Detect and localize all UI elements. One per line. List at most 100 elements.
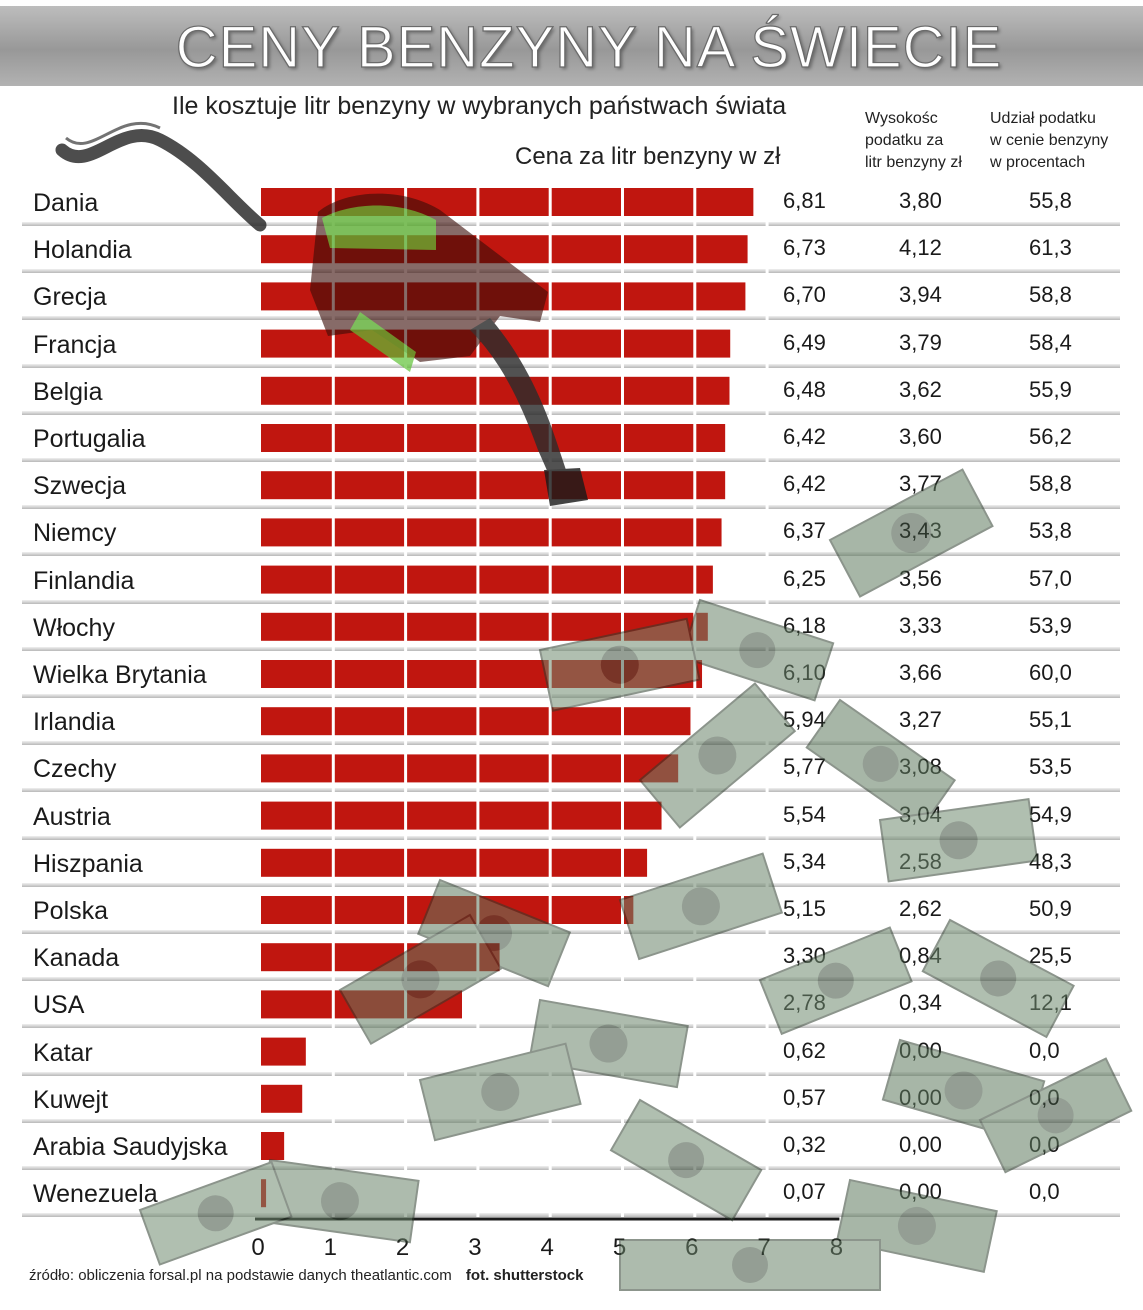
country-label: USA (33, 991, 85, 1020)
row-divider (22, 741, 1120, 746)
country-label: Austria (33, 802, 111, 831)
price-value: 0,32 (780, 1132, 829, 1158)
bar-czechy (261, 754, 679, 783)
tax-share-value: 50,9 (1026, 896, 1075, 922)
bar-dania (261, 188, 754, 216)
country-label: Grecja (33, 283, 107, 312)
row-divider (22, 1213, 1120, 1218)
price-value: 5,34 (780, 848, 829, 875)
x-tick-label: 2 (396, 1234, 409, 1261)
price-value: 5,15 (780, 896, 829, 922)
tax-share-value: 57,0 (1026, 565, 1075, 592)
axis-title: Cena za litr benzyny w zł (515, 143, 781, 170)
country-label: Finlandia (33, 566, 135, 595)
row-divider (22, 835, 1120, 840)
x-tick-label: 8 (830, 1234, 843, 1261)
tax-share-value: 55,8 (1026, 188, 1075, 214)
row-divider (22, 269, 1120, 274)
country-label: Włochy (33, 613, 115, 642)
tax-share-value: 0,0 (1026, 1179, 1063, 1206)
country-label: Hiszpania (33, 849, 143, 878)
tax-column-header: Wysokośc podatku za litr benzyny zł (865, 110, 962, 171)
tax-share-value: 55,9 (1026, 376, 1075, 403)
price-value: 6,25 (780, 565, 829, 592)
source-text: źródło: obliczenia forsal.pl na podstawi… (29, 1267, 452, 1284)
tax-value: 4,12 (896, 235, 945, 262)
tax-value: 3,33 (896, 612, 945, 639)
price-value: 6,70 (780, 282, 829, 309)
price-value: 0,57 (780, 1084, 829, 1111)
chart-subtitle: Ile kosztuje litr benzyny w wybranych pa… (172, 92, 787, 120)
tax-share-value: 53,9 (1026, 612, 1075, 639)
tax-share-value: 58,4 (1026, 329, 1075, 356)
row-divider (22, 1166, 1120, 1170)
price-value: 6,49 (780, 329, 829, 356)
tax-share-value: 61,3 (1026, 235, 1075, 262)
bar-katar (261, 1037, 306, 1066)
tax-share-value: 60,0 (1026, 660, 1075, 686)
tax-value: 3,60 (896, 424, 945, 450)
bar-finlandia (261, 565, 713, 594)
bar-francja (261, 329, 731, 358)
table-row: Portugalia 6,42 3,60 56,2 (22, 415, 1120, 462)
country-label: Kanada (33, 944, 120, 973)
source-note: źródło: obliczenia forsal.pl na podstawi… (29, 1267, 583, 1284)
x-tick-label: 4 (541, 1234, 554, 1261)
country-label: Szwecja (33, 472, 127, 501)
title-band (0, 6, 1143, 86)
bar-szwecja (261, 471, 726, 500)
x-tick-label: 7 (757, 1234, 770, 1261)
tax-value: 2,62 (896, 896, 945, 922)
bar-hiszpania (261, 848, 648, 877)
bar-polska (261, 896, 634, 924)
price-value: 6,37 (780, 518, 829, 545)
page-title: CENY BENZYNY NA ŚWIECIE (175, 14, 1003, 80)
bar-niemcy (261, 518, 722, 547)
bar-belgia (261, 376, 730, 405)
bar-wielka-brytania (261, 660, 703, 688)
price-value: 6,48 (780, 376, 829, 403)
tax-share-value: 55,1 (1026, 707, 1075, 734)
country-label: Portugalia (33, 425, 146, 453)
tax-value: 3,66 (896, 660, 945, 686)
tax-share-value: 58,8 (1026, 471, 1075, 498)
tax-share-value: 58,8 (1026, 282, 1075, 309)
tax-share-value: 53,8 (1026, 518, 1075, 545)
x-tick-label: 0 (251, 1234, 264, 1261)
x-tick-label: 3 (468, 1234, 481, 1261)
x-tick-label: 5 (613, 1234, 626, 1261)
country-label: Wenezuela (33, 1180, 158, 1209)
table-row: Holandia 6,73 4,12 61,3 (22, 226, 1120, 274)
bar-kanada (261, 943, 500, 972)
country-label: Katar (33, 1038, 93, 1067)
bar-włochy (261, 612, 708, 641)
country-label: Kuwejt (33, 1085, 109, 1114)
price-value: 6,73 (780, 235, 829, 262)
bar-portugalia (261, 424, 726, 452)
price-value: 0,07 (780, 1179, 829, 1206)
country-label: Francja (33, 330, 117, 359)
bar-arabia-saudyjska (261, 1132, 285, 1160)
row-divider (22, 552, 1120, 557)
bar-austria (261, 801, 662, 830)
tax-value: 3,79 (896, 329, 945, 356)
country-label: Niemcy (33, 519, 117, 548)
tax-value: 3,94 (896, 282, 945, 309)
x-tick-label: 6 (685, 1234, 698, 1261)
row-divider (22, 599, 1120, 604)
price-value: 0,62 (780, 1037, 829, 1064)
tax-share-value: 56,2 (1026, 424, 1075, 450)
share-column-header: Udział podatku w cenie benzyny w procent… (990, 110, 1109, 171)
tax-value: 3,62 (896, 376, 945, 403)
country-label: Holandia (33, 236, 132, 265)
country-label: Polska (33, 897, 109, 925)
bar-usa (261, 990, 462, 1019)
price-value: 6,81 (780, 188, 829, 214)
photo-credit: fot. shutterstock (465, 1267, 584, 1284)
country-label: Czechy (33, 755, 117, 784)
bar-kuwejt (261, 1084, 303, 1113)
country-label: Arabia Saudyjska (33, 1133, 228, 1161)
tax-value: 3,80 (896, 188, 945, 214)
tax-share-value: 53,5 (1026, 754, 1075, 781)
